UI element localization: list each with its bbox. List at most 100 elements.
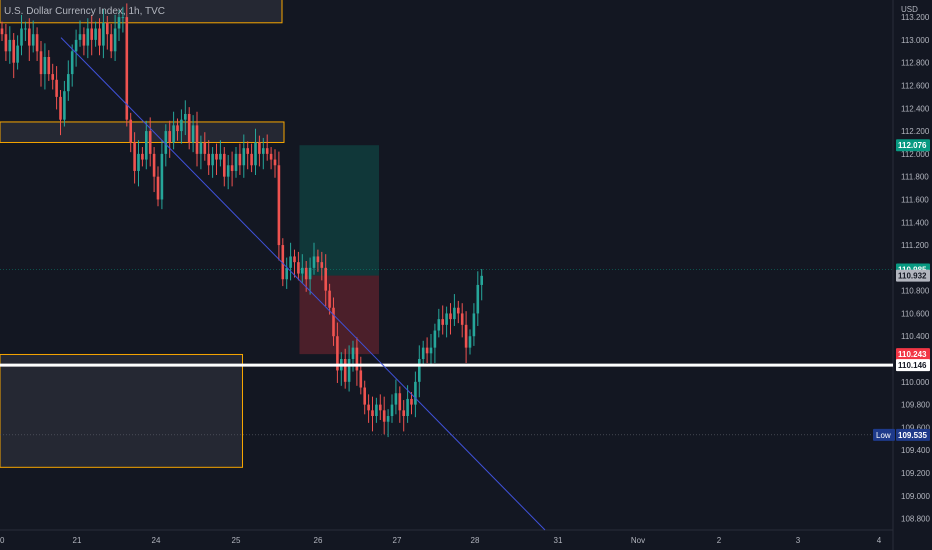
candle-body <box>359 370 363 388</box>
candle-body <box>145 131 148 160</box>
candle-body <box>441 319 444 325</box>
y-tick-label: 110.000 <box>901 378 930 387</box>
symbol-title[interactable]: U.S. Dollar Currency Index, 1h, TVC <box>4 6 165 17</box>
candle-body <box>472 313 476 337</box>
x-tick-label: 3 <box>796 536 801 545</box>
candle-body <box>242 148 246 166</box>
candle-body <box>74 39 78 52</box>
candle-body <box>117 17 121 29</box>
candle-body <box>137 153 140 171</box>
candle-body <box>304 267 308 280</box>
low-tag-bg <box>873 428 895 441</box>
x-tick-label: 27 <box>393 536 402 545</box>
candle-body <box>371 410 374 417</box>
candle-body <box>269 153 273 160</box>
loss-zone[interactable] <box>299 275 380 355</box>
y-tick-label: 109.600 <box>901 423 930 432</box>
candle-body <box>90 28 93 40</box>
candle-body <box>281 245 285 280</box>
price-label: 110.243 <box>898 350 927 359</box>
candle-body <box>234 153 238 171</box>
candle-body <box>184 113 187 120</box>
candle-body <box>148 131 152 154</box>
candle-body <box>35 34 39 52</box>
profit-zone[interactable] <box>299 145 380 276</box>
candle-body <box>199 142 203 154</box>
candle-body <box>402 410 405 417</box>
y-tick-label: 110.600 <box>901 309 930 318</box>
currency-label: USD <box>901 5 918 14</box>
candle-body <box>460 313 464 325</box>
candle-body <box>250 153 253 166</box>
candle-body <box>191 125 195 143</box>
zone-rectangle[interactable] <box>0 353 243 468</box>
candle-body <box>86 28 90 46</box>
candle-body <box>47 56 51 75</box>
candle-body <box>78 34 82 40</box>
y-tick-label: 108.800 <box>901 515 930 524</box>
candle-body <box>219 153 222 160</box>
price-label-bg <box>896 428 930 441</box>
candle-body <box>55 79 58 97</box>
candle-body <box>20 28 23 46</box>
candle-body <box>63 91 66 120</box>
candle-body <box>226 165 230 177</box>
candle-body <box>133 142 136 171</box>
price-label: 109.535 <box>898 431 927 440</box>
candle-body <box>176 125 179 132</box>
y-tick-label: 112.800 <box>901 59 930 68</box>
low-tag: Low <box>876 431 891 440</box>
candle-body <box>195 125 199 154</box>
candle-body <box>320 262 324 268</box>
candle-body <box>113 28 117 52</box>
candle-body <box>223 153 226 177</box>
price-label-bg <box>896 269 930 282</box>
y-tick-label: 109.800 <box>901 401 930 410</box>
y-tick-label: 109.200 <box>901 469 930 478</box>
candle-body <box>164 131 168 154</box>
candle-body <box>172 125 175 143</box>
candle-body <box>59 96 62 120</box>
y-tick-label: 111.400 <box>901 218 929 227</box>
candle-body <box>375 404 378 417</box>
candle-body <box>468 336 472 348</box>
x-tick-label: 24 <box>152 536 161 545</box>
trend-line[interactable] <box>60 37 546 531</box>
candle-body <box>273 159 277 166</box>
candle-body <box>207 153 210 166</box>
y-tick-label: 111.600 <box>901 195 929 204</box>
candle-body <box>328 290 331 308</box>
x-tick-label: 28 <box>471 536 480 545</box>
candle-body <box>343 359 347 382</box>
x-tick-label: 31 <box>554 536 563 545</box>
candle-body <box>98 28 101 46</box>
candle-body <box>476 284 480 314</box>
candle-body <box>67 74 70 92</box>
zone-rectangle[interactable] <box>0 121 285 143</box>
candle-body <box>94 28 97 40</box>
candle-body <box>129 119 132 143</box>
candle-body <box>0 28 4 35</box>
y-tick-label: 113.000 <box>901 36 930 45</box>
candle-body <box>421 347 425 360</box>
candle-body <box>390 404 394 417</box>
candle-body <box>445 313 448 325</box>
y-tick-label: 110.800 <box>901 287 930 296</box>
candle-body <box>168 131 171 143</box>
candle-body <box>211 153 214 166</box>
candle-body <box>102 22 105 46</box>
candle-body <box>262 148 265 154</box>
zone-rectangle[interactable] <box>0 0 283 24</box>
candle-body <box>347 359 351 382</box>
candle-body <box>258 142 261 154</box>
candle-body <box>277 165 281 246</box>
price-label: 110.146 <box>898 361 927 370</box>
candle-body <box>418 359 421 382</box>
x-tick-label: 20 <box>0 536 5 545</box>
y-tick-label: 110.400 <box>901 332 930 341</box>
price-label-bg <box>896 139 930 152</box>
candle-body <box>394 393 398 405</box>
candle-body <box>297 262 300 274</box>
